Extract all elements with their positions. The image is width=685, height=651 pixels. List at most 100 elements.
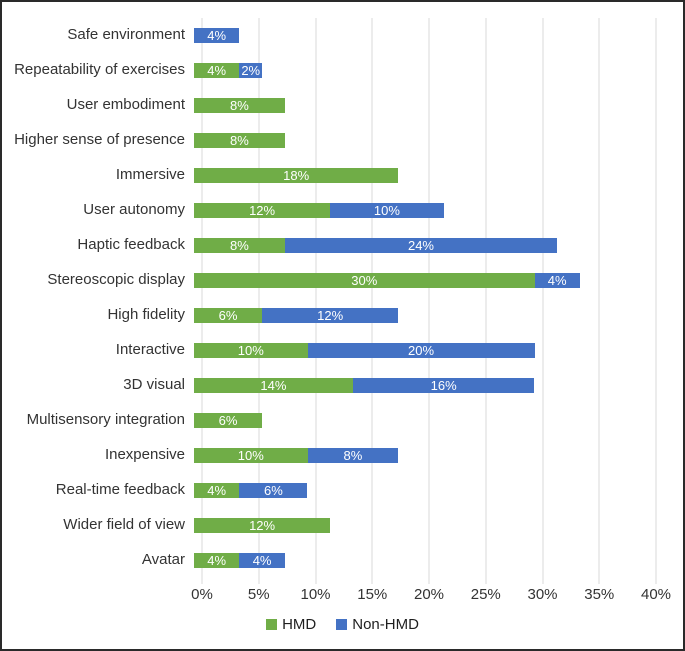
rows: Safe environment 4% Repeatability of exerc…	[2, 18, 683, 578]
bar-value-label: 2%	[241, 63, 261, 78]
non-hmd-bar-segment: 16%	[352, 378, 535, 393]
category-row: High fidelity 6% 12%	[2, 298, 683, 333]
bar-value-label: 6%	[264, 483, 283, 498]
x-axis-tick-label: 20%	[413, 586, 445, 603]
category-label: Real-time feedback	[55, 481, 185, 499]
gridline	[598, 18, 600, 584]
x-axis-tick-label: 10%	[300, 586, 331, 603]
bar-value-label: 24%	[407, 238, 434, 253]
bar-value-label: 20%	[407, 343, 435, 358]
category-row: User embodiment 8%	[2, 88, 683, 123]
hmd-bar-segment: 30%	[194, 273, 535, 288]
legend: HMD Non-HMD	[2, 616, 683, 633]
category-row: User autonomy 12% 10%	[2, 193, 683, 228]
hmd-bar-segment: 4%	[194, 483, 240, 498]
category-row: Inexpensive 10% 8%	[2, 438, 683, 473]
hmd-bar-segment: 4%	[194, 553, 240, 568]
bar-track: 12%	[194, 518, 648, 533]
hmd-bar-segment: 14%	[194, 378, 353, 393]
x-axis-tick-label: 15%	[357, 586, 388, 603]
bar-value-label: 8%	[230, 98, 249, 113]
x-axis-tick-label: 25%	[470, 586, 501, 603]
bar-track: 4%	[194, 28, 648, 43]
category-label: Interactive	[115, 341, 185, 359]
bar-value-label: 6%	[218, 413, 238, 428]
bar-value-label: 8%	[343, 448, 363, 463]
hmd-bar-segment: 4%	[194, 63, 240, 78]
category-label: Wider field of view	[63, 516, 185, 534]
bar-value-label: 6%	[218, 308, 238, 323]
gridline	[485, 18, 487, 584]
bar-value-label: 30%	[351, 273, 378, 288]
category-label: Avatar	[141, 551, 185, 569]
x-axis-tick-label: 0%	[191, 586, 213, 603]
category-row: Haptic feedback 8% 24%	[2, 228, 683, 263]
non-hmd-bar-segment: 20%	[307, 343, 535, 358]
gridlines	[201, 18, 657, 584]
gridline	[258, 18, 260, 584]
x-axis-tick-label: 5%	[247, 586, 270, 603]
bar-track: 8%	[194, 98, 648, 113]
x-axis-tick-label: 40%	[640, 586, 672, 603]
bar-value-label: 16%	[430, 378, 457, 393]
non-hmd-bar-segment: 8%	[307, 448, 399, 463]
category-label: Immersive	[115, 166, 185, 184]
bar-value-label: 14%	[260, 378, 287, 393]
plot-area: Safe environment 4% Repeatability of exerc…	[2, 2, 683, 584]
category-label: User embodiment	[66, 96, 185, 114]
bar-value-label: 12%	[249, 518, 276, 533]
bar-track: 8%	[194, 133, 648, 148]
category-row: Repeatability of exercises 4% 2%	[2, 53, 683, 88]
bar-value-label: 10%	[237, 448, 264, 463]
non-hmd-bar-segment: 24%	[284, 238, 558, 253]
hmd-bar-segment: 6%	[194, 413, 263, 428]
bar-track: 4% 4%	[194, 553, 648, 568]
category-label: Inexpensive	[104, 446, 185, 464]
bar-value-label: 4%	[207, 483, 227, 498]
gridline	[371, 18, 373, 584]
bar-track: 14% 16%	[194, 378, 648, 393]
hmd-bar-segment: 12%	[194, 518, 331, 533]
bar-value-label: 12%	[249, 203, 276, 218]
bar-track: 6% 12%	[194, 308, 648, 323]
bar-track: 10% 8%	[194, 448, 648, 463]
category-label: User autonomy	[83, 201, 185, 219]
gridline	[201, 18, 203, 584]
non-hmd-bar-segment: 12%	[262, 308, 399, 323]
x-axis-tick-label: 35%	[584, 586, 615, 603]
category-label: Stereoscopic display	[47, 271, 185, 289]
non-hmd-bar-segment: 2%	[239, 63, 263, 78]
legend-swatch-icon	[336, 619, 348, 630]
bar-value-label: 8%	[230, 133, 249, 148]
bar-value-label: 8%	[230, 238, 249, 253]
category-row: Wider field of view 12%	[2, 508, 683, 543]
category-row: Multisensory integration 6%	[2, 403, 683, 438]
non-hmd-bar-segment: 4%	[239, 553, 285, 568]
bar-value-label: 4%	[207, 63, 227, 78]
non-hmd-bar-segment: 6%	[239, 483, 308, 498]
hmd-bar-segment: 6%	[194, 308, 263, 323]
legend-item-non-hmd: Non-HMD	[336, 616, 419, 633]
gridline	[655, 18, 657, 584]
bar-track: 4% 6%	[194, 483, 648, 498]
bar-track: 10% 20%	[194, 343, 648, 358]
gridline	[542, 18, 543, 584]
bar-track: 4% 2%	[194, 63, 648, 78]
hmd-bar-segment: 8%	[194, 238, 285, 253]
hmd-bar-segment: 10%	[194, 343, 308, 358]
bar-value-label: 4%	[547, 273, 567, 288]
category-label: Haptic feedback	[77, 236, 185, 254]
bar-track: 18%	[194, 168, 648, 183]
category-row: Immersive 18%	[2, 158, 683, 193]
bar-track: 8% 24%	[194, 238, 648, 253]
non-hmd-bar-segment: 10%	[330, 203, 444, 218]
x-axis: 0% 5% 10% 15% 20% 25% 30% 35% 40%	[191, 586, 671, 606]
legend-label: HMD	[282, 616, 317, 633]
category-row: Higher sense of presence 8%	[2, 123, 683, 158]
bar-value-label: 4%	[207, 553, 227, 568]
bar-value-label: 4%	[252, 553, 272, 568]
hmd-bar-segment: 8%	[194, 98, 285, 113]
category-row: Stereoscopic display 30% 4%	[2, 263, 683, 298]
legend-swatch-icon	[266, 619, 278, 630]
